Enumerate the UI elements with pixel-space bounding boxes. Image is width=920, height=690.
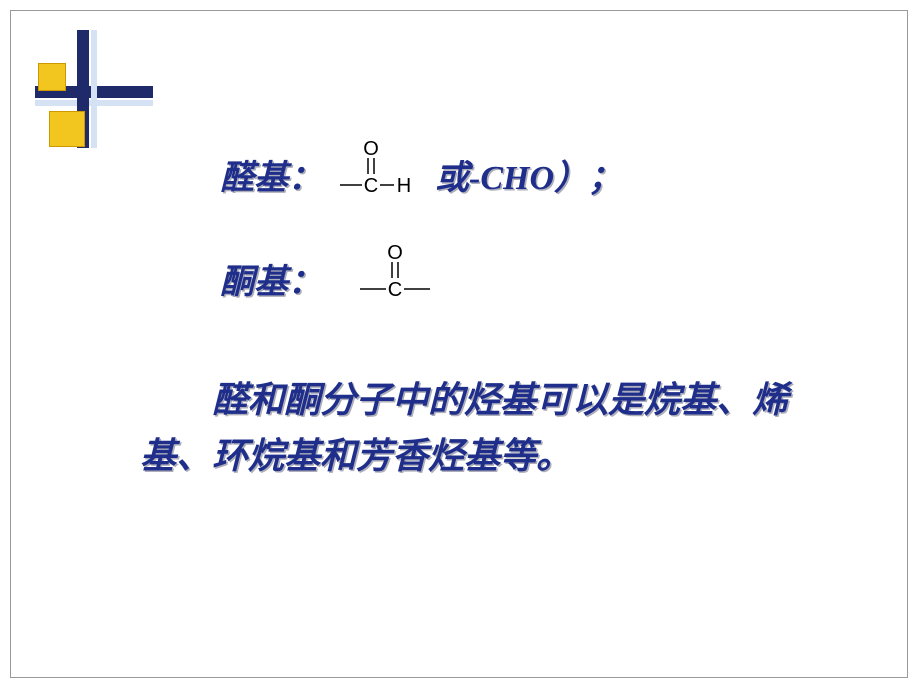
ketone-label: 酮基： xyxy=(220,254,322,303)
ketone-structure: O C xyxy=(350,244,440,313)
ketone-row: 酮基： O C xyxy=(220,244,880,313)
yellow-square-top xyxy=(38,63,66,91)
svg-text:O: O xyxy=(387,244,403,264)
corner-decoration xyxy=(35,30,155,150)
yellow-square-bottom xyxy=(49,111,85,147)
aldehyde-alt: 或-CHO）； xyxy=(435,150,622,199)
aldehyde-label: 醛基： xyxy=(220,150,322,199)
body-paragraph: 醛和酮分子中的烃基可以是烷基、烯基、环烷基和芳香烃基等。 xyxy=(140,373,880,485)
svg-text:H: H xyxy=(397,175,411,197)
vbar-light xyxy=(91,30,97,148)
slide-content: 醛基： O C H 或-CHO）； 酮基： O C xyxy=(140,140,880,485)
aldehyde-row: 醛基： O C H 或-CHO）； xyxy=(220,140,880,209)
svg-text:C: C xyxy=(388,279,402,301)
svg-text:O: O xyxy=(363,140,379,160)
aldehyde-structure: O C H xyxy=(332,140,417,209)
svg-text:C: C xyxy=(364,175,378,197)
